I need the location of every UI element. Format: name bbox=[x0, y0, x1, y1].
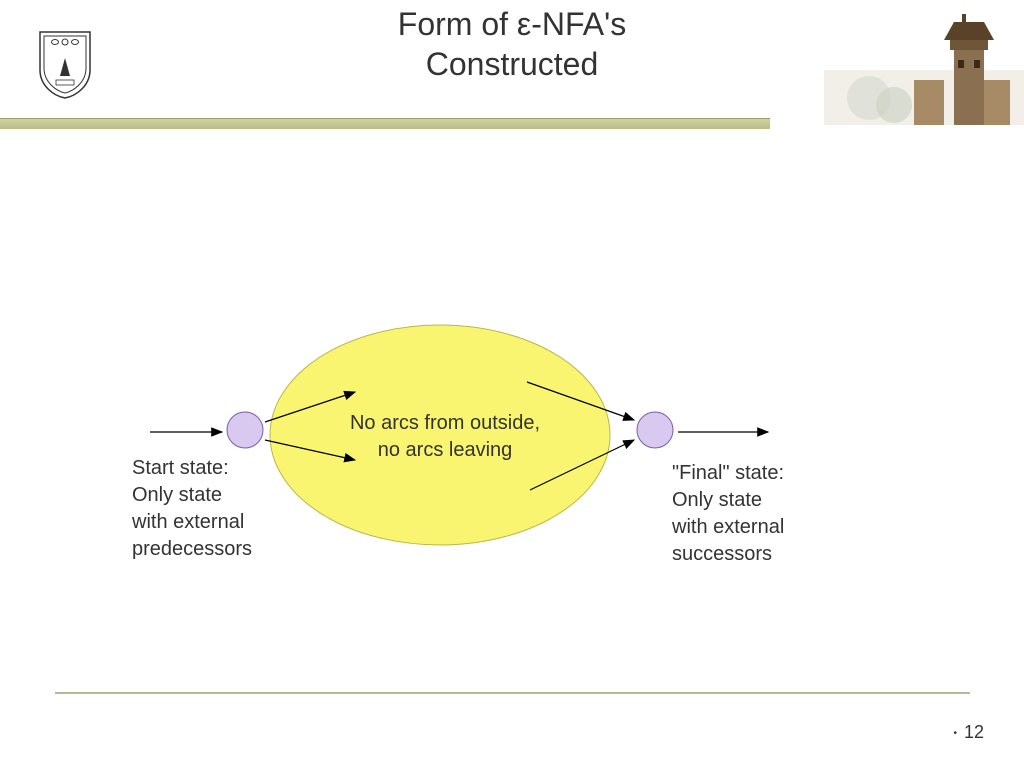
ellipse-caption-l1: No arcs from outside, bbox=[350, 412, 540, 434]
title-line-1: Form of ε-NFA's bbox=[398, 6, 626, 42]
final-state-node bbox=[637, 412, 673, 448]
final-state-label-l2: Only state bbox=[672, 489, 762, 511]
header-divider bbox=[0, 118, 770, 129]
final-state-label: "Final" state: Only state with external … bbox=[672, 460, 784, 568]
final-state-label-l4: successors bbox=[672, 543, 772, 565]
start-state-label: Start state: Only state with external pr… bbox=[132, 455, 252, 563]
final-state-label-l1: "Final" state: bbox=[672, 462, 784, 484]
footer-divider bbox=[55, 692, 970, 694]
start-state-label-l2: Only state bbox=[132, 484, 222, 506]
ellipse-caption-l2: no arcs leaving bbox=[378, 439, 513, 461]
start-state-label-l3: with external bbox=[132, 511, 244, 533]
building-illustration bbox=[824, 10, 1024, 125]
start-state-node bbox=[227, 412, 263, 448]
start-state-label-l1: Start state: bbox=[132, 457, 229, 479]
ellipse-caption: No arcs from outside, no arcs leaving bbox=[340, 410, 550, 464]
page-number-value: 12 bbox=[964, 722, 984, 742]
start-state-label-l4: predecessors bbox=[132, 538, 252, 560]
university-logo bbox=[36, 28, 94, 100]
final-state-label-l3: with external bbox=[672, 516, 784, 538]
page-number: 12 bbox=[953, 722, 984, 743]
title-line-2: Constructed bbox=[426, 46, 599, 82]
